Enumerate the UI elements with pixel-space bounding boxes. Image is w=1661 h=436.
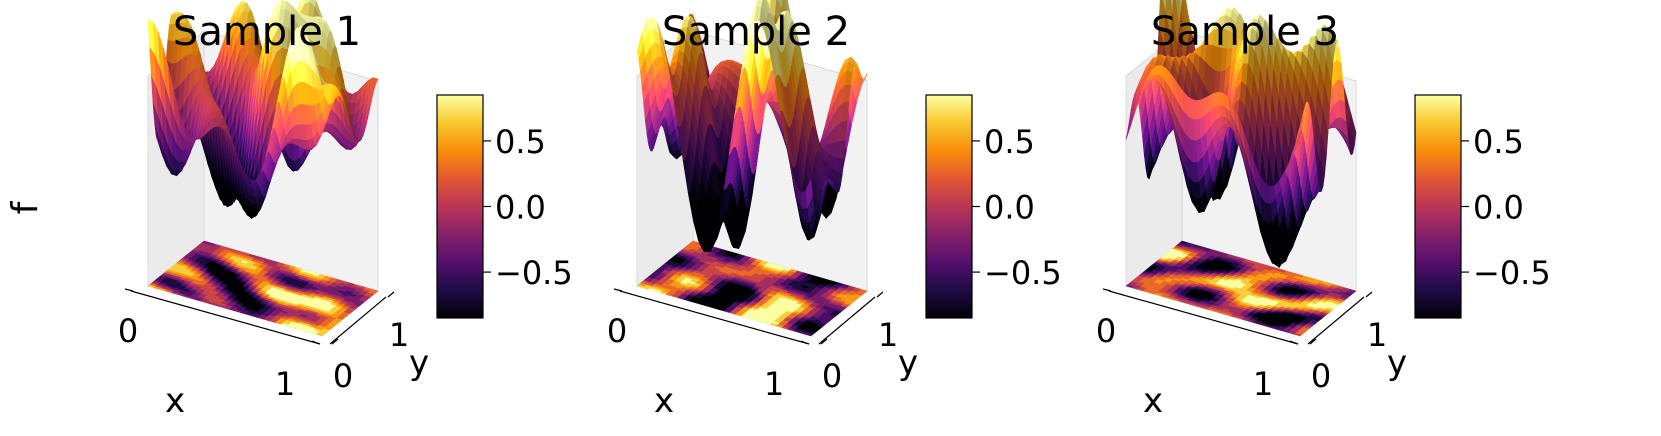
tick-mark <box>613 288 623 292</box>
contour-cell <box>369 289 379 293</box>
tick-mark <box>876 291 884 298</box>
colorbar-tick-label: −0.5 <box>984 254 1062 292</box>
y-tick-label-0: 0 <box>333 357 353 395</box>
shared-z-axis-label: f <box>5 200 46 214</box>
y-axis-label: y <box>409 343 429 383</box>
colorbar-tick-label: 0.5 <box>984 123 1035 161</box>
y-axis-label: y <box>898 343 918 383</box>
x-tick-label-0: 0 <box>607 312 627 350</box>
colorbar <box>436 94 484 319</box>
tick-mark <box>124 288 134 292</box>
colorbar-tick-label: 0.0 <box>984 189 1035 227</box>
x-tick-label-1: 1 <box>764 365 784 403</box>
x-tick-label-1: 1 <box>275 365 295 403</box>
x-axis-label: x <box>654 381 674 421</box>
y-tick-label-1: 1 <box>389 316 409 354</box>
chart-title: Sample 2 <box>662 9 850 55</box>
chart-title: Sample 1 <box>173 9 361 55</box>
surface <box>147 0 379 220</box>
colorbar-tick-label: 0.0 <box>495 189 546 227</box>
colorbar-tick-label: −0.5 <box>495 254 573 292</box>
colorbar <box>925 94 973 319</box>
y-tick-label-1: 1 <box>878 316 898 354</box>
x-axis-label: x <box>165 381 185 421</box>
tick-mark <box>387 291 395 298</box>
contour-projection <box>147 240 379 337</box>
colorbar-tick-label: 0.5 <box>495 123 546 161</box>
x-tick-label-0: 0 <box>118 312 138 350</box>
y-tick-label-0: 0 <box>822 357 842 395</box>
